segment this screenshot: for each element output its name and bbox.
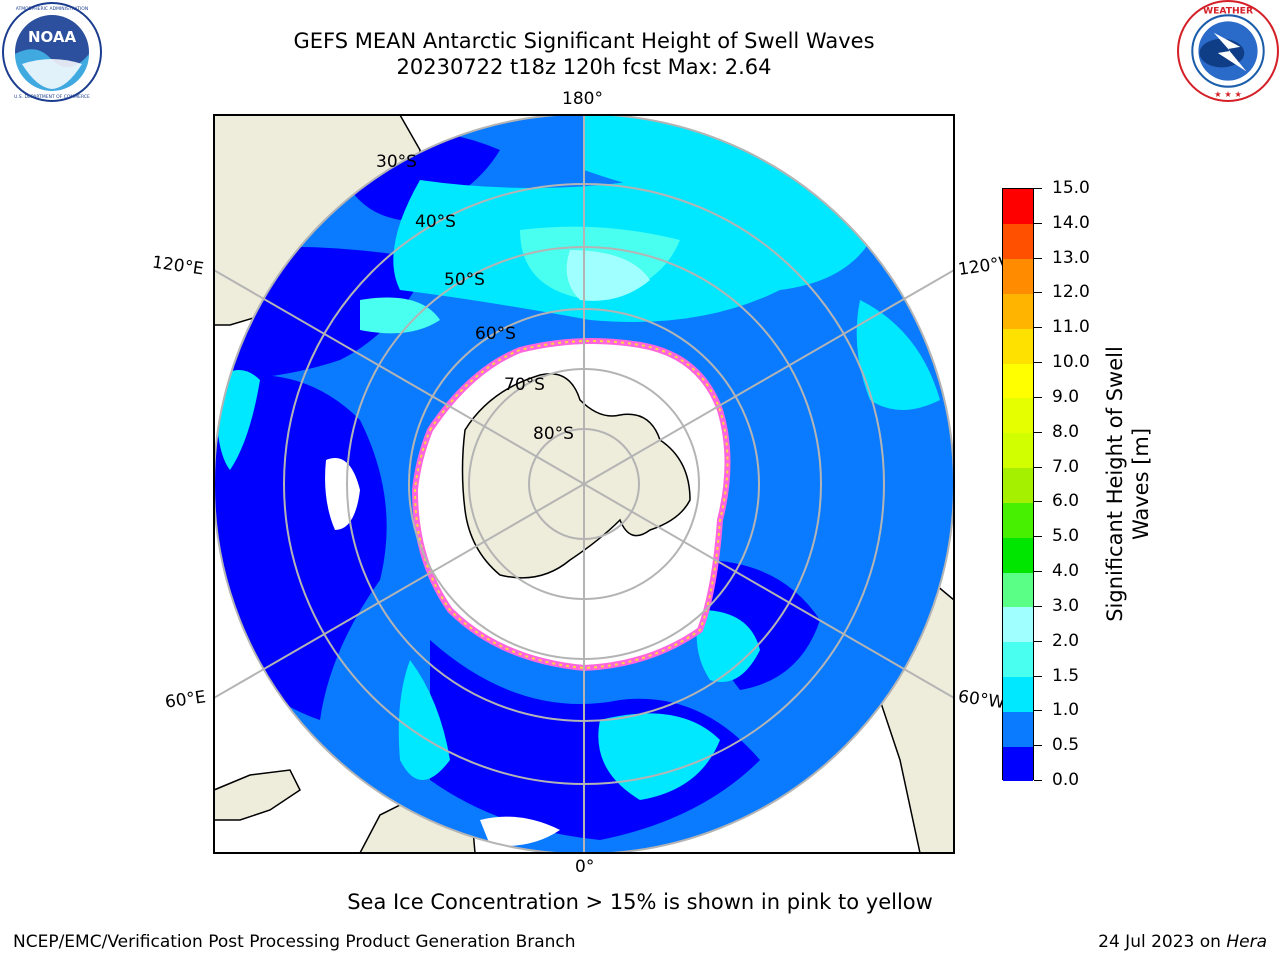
colorbar-tick: [1034, 745, 1042, 747]
colorbar-segment: [1003, 293, 1033, 329]
colorbar-tick-label: 8.0: [1052, 421, 1080, 442]
colorbar-tick: [1034, 327, 1042, 329]
noaa-logo: NOAA ATMOSPHERIC ADMINISTRATION U.S. DEP…: [2, 2, 102, 102]
colorbar-tick: [1034, 780, 1042, 781]
map-frame-contents: [214, 115, 954, 853]
lat-label-40s: 40°S: [415, 212, 456, 232]
colorbar-segment: [1003, 223, 1033, 260]
lat-label-60s: 60°S: [475, 324, 516, 344]
colorbar-title: Significant Height of Swell Waves [m]: [1102, 346, 1154, 622]
colorbar-tick: [1034, 710, 1042, 712]
colorbar-tick: [1034, 640, 1042, 642]
lat-label-50s: 50°S: [444, 270, 485, 290]
colorbar-tick-label: 3.0: [1052, 595, 1080, 616]
colorbar-segment: [1003, 606, 1033, 643]
colorbar-tick-label: 9.0: [1052, 386, 1080, 407]
colorbar-tick-label: 2.0: [1052, 630, 1080, 651]
africa-land: [214, 769, 301, 821]
colorbar-tick-label: 10.0: [1052, 352, 1090, 373]
colorbar-tick-label: 4.0: [1052, 561, 1080, 582]
colorbar-segment: [1003, 467, 1033, 503]
map-subtitle: 20230722 t18z 120h fcst Max: 2.64: [396, 55, 772, 79]
colorbar-tick: [1034, 501, 1042, 503]
lon-label-180: 180°: [562, 89, 603, 109]
colorbar-title-line2: Waves [m]: [1129, 427, 1153, 541]
colorbar-tick: [1034, 188, 1042, 189]
footer-machine: Hera: [1226, 932, 1267, 952]
colorbar-segment: [1003, 189, 1033, 225]
colorbar-tick-label: 1.0: [1052, 700, 1080, 721]
colorbar-segment: [1003, 432, 1033, 469]
colorbar-tick-label: 0.5: [1052, 735, 1080, 756]
colorbar-tick-label: 7.0: [1052, 456, 1080, 477]
svg-text:ATMOSPHERIC ADMINISTRATION: ATMOSPHERIC ADMINISTRATION: [16, 6, 88, 12]
svg-text:U.S. DEPARTMENT OF COMMERCE: U.S. DEPARTMENT OF COMMERCE: [14, 94, 90, 100]
colorbar-tick: [1034, 431, 1042, 433]
lon-label-0: 0°: [575, 857, 595, 877]
colorbar-segment: [1003, 711, 1033, 747]
map-border: [213, 114, 955, 854]
footer-date-text: 24 Jul 2023 on: [1098, 932, 1227, 952]
colorbar-tick: [1034, 605, 1042, 607]
colorbar-segment: [1003, 363, 1033, 399]
lat-label-80s: 80°S: [533, 424, 574, 444]
colorbar-segment: [1003, 641, 1033, 678]
colorbar-tick: [1034, 257, 1042, 259]
footer-credit: NCEP/EMC/Verification Post Processing Pr…: [13, 932, 576, 952]
lat-label-70s: 70°S: [504, 375, 545, 395]
colorbar-tick-label: 1.5: [1052, 665, 1080, 686]
colorbar-tick: [1034, 675, 1042, 677]
colorbar-segment: [1003, 572, 1033, 608]
nws-logo: WEATHER ★ ★ ★: [1177, 0, 1279, 102]
antarctica-land: [461, 373, 691, 579]
colorbar-tick: [1034, 571, 1042, 573]
colorbar-tick-label: 6.0: [1052, 491, 1080, 512]
colorbar-tick-label: 12.0: [1052, 282, 1090, 303]
colorbar-tick-label: 11.0: [1052, 317, 1090, 338]
longitude-grid: [214, 115, 954, 853]
svg-text:★ ★ ★: ★ ★ ★: [1214, 89, 1242, 99]
colorbar: [1002, 188, 1034, 782]
noaa-text: NOAA: [28, 28, 77, 46]
colorbar-tick-label: 5.0: [1052, 526, 1080, 547]
colorbar-tick: [1034, 292, 1042, 294]
colorbar-segment: [1003, 746, 1033, 782]
colorbar-title-line1: Significant Height of Swell: [1103, 346, 1127, 622]
sea-ice-note: Sea Ice Concentration > 15% is shown in …: [347, 890, 933, 914]
colorbar-tick: [1034, 222, 1042, 224]
colorbar-tick: [1034, 536, 1042, 538]
colorbar-tick: [1034, 466, 1042, 468]
colorbar-segment: [1003, 328, 1033, 364]
colorbar-tick: [1034, 362, 1042, 364]
colorbar-tick-label: 13.0: [1052, 247, 1090, 268]
svg-text:WEATHER: WEATHER: [1203, 5, 1253, 16]
colorbar-tick: [1034, 396, 1042, 398]
map-title: GEFS MEAN Antarctic Significant Height o…: [293, 29, 875, 53]
colorbar-tick-label: 0.0: [1052, 770, 1080, 790]
colorbar-segment: [1003, 258, 1033, 294]
colorbar-segment: [1003, 502, 1033, 538]
colorbar-segment: [1003, 537, 1033, 573]
colorbar-segment: [1003, 397, 1033, 434]
lat-label-30s: 30°S: [376, 152, 417, 172]
colorbar-segment: [1003, 676, 1033, 712]
footer-date: 24 Jul 2023 on Hera: [1098, 932, 1267, 952]
colorbar-tick-label: 14.0: [1052, 212, 1090, 233]
colorbar-tick-label: 15.0: [1052, 178, 1090, 198]
